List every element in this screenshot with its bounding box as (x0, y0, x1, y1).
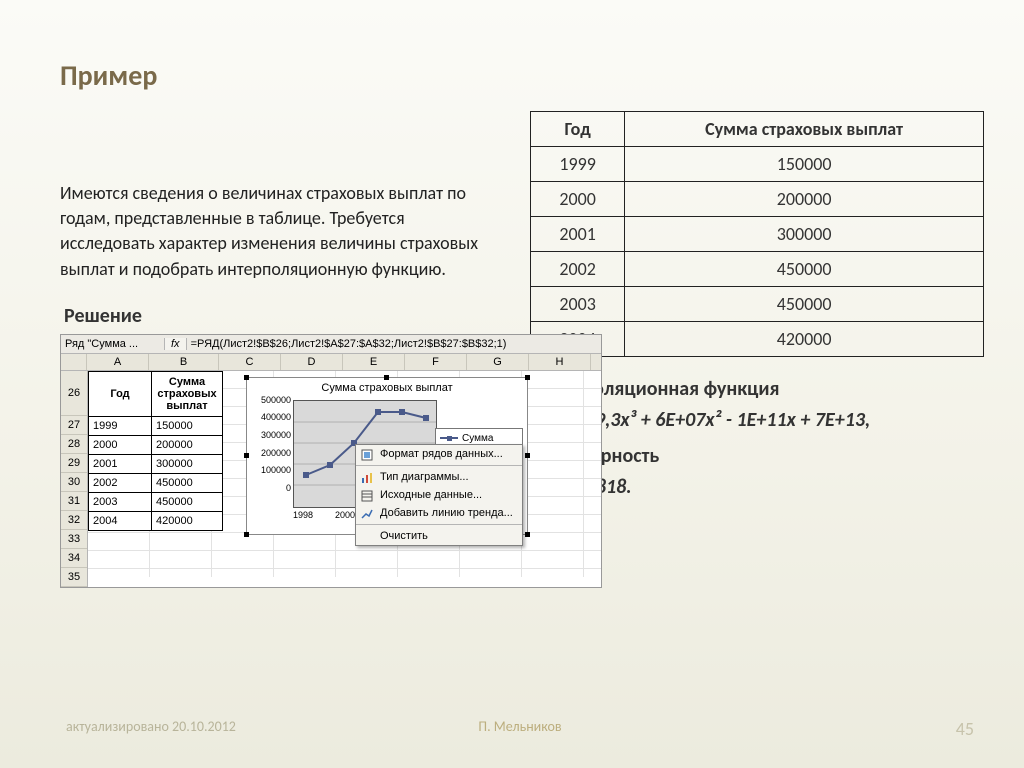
embedded-data-table: Год Сумма страховых выплат 1999150000 20… (88, 371, 223, 531)
format-icon (360, 448, 374, 462)
solution-heading: Решение (64, 304, 500, 328)
column-headers: A B C D E F G H (61, 354, 601, 371)
mini-th-year: Год (89, 371, 152, 416)
embedded-chart[interactable]: Сумма страховых выплат 500000 400000 300… (246, 377, 528, 535)
context-menu: Формат рядов данных... Тип диаграммы... (355, 444, 523, 546)
page-number: 45 (956, 718, 974, 740)
data-table: Год Сумма страховых выплат 1999150000 20… (530, 111, 984, 357)
source-data-icon (360, 489, 374, 503)
chart-y-axis: 500000 400000 300000 200000 100000 0 (249, 396, 291, 502)
slide-title: Пример (60, 58, 984, 93)
chart-type-icon (360, 471, 374, 485)
th-year: Год (531, 112, 625, 147)
ctx-chart-type[interactable]: Тип диаграммы... (356, 468, 522, 486)
row-headers: 26 27 28 29 30 31 32 33 34 35 (61, 371, 88, 587)
chart-x-axis: 1998 2000 (293, 510, 355, 520)
table-row: 2002450000 (531, 252, 984, 287)
chart-title: Сумма страховых выплат (247, 378, 527, 394)
footer-date: актуализировано 20.10.2012 (66, 718, 236, 740)
table-row: 1999150000 (531, 147, 984, 182)
formula-value[interactable]: =РЯД(Лист2!$B$26;Лист2!$A$27:$A$32;Лист2… (187, 338, 601, 350)
mini-th-sum: Сумма страховых выплат (152, 371, 223, 416)
ctx-add-trendline[interactable]: Добавить линию тренда... (356, 504, 522, 522)
table-row: 2001300000 (531, 217, 984, 252)
ctx-clear[interactable]: Очистить (356, 527, 522, 545)
th-sum: Сумма страховых выплат (625, 112, 984, 147)
problem-text: Имеются сведения о величинах страховых в… (60, 181, 500, 282)
footer-author: П. Мельников (478, 718, 561, 735)
excel-screenshot: Ряд "Сумма ... fx =РЯД(Лист2!$B$26;Лист2… (60, 334, 602, 588)
name-box[interactable]: Ряд "Сумма ... (61, 338, 165, 350)
fx-icon[interactable]: fx (165, 338, 187, 350)
ctx-format-series[interactable]: Формат рядов данных... (356, 445, 522, 463)
formula-bar: Ряд "Сумма ... fx =РЯД(Лист2!$B$26;Лист2… (61, 335, 601, 354)
legend-marker-icon (440, 437, 458, 439)
table-row: 2003450000 (531, 287, 984, 322)
worksheet-grid[interactable]: Год Сумма страховых выплат 1999150000 20… (88, 371, 601, 577)
trendline-icon (360, 507, 374, 521)
table-row: 2000200000 (531, 182, 984, 217)
ctx-source-data[interactable]: Исходные данные... (356, 486, 522, 504)
